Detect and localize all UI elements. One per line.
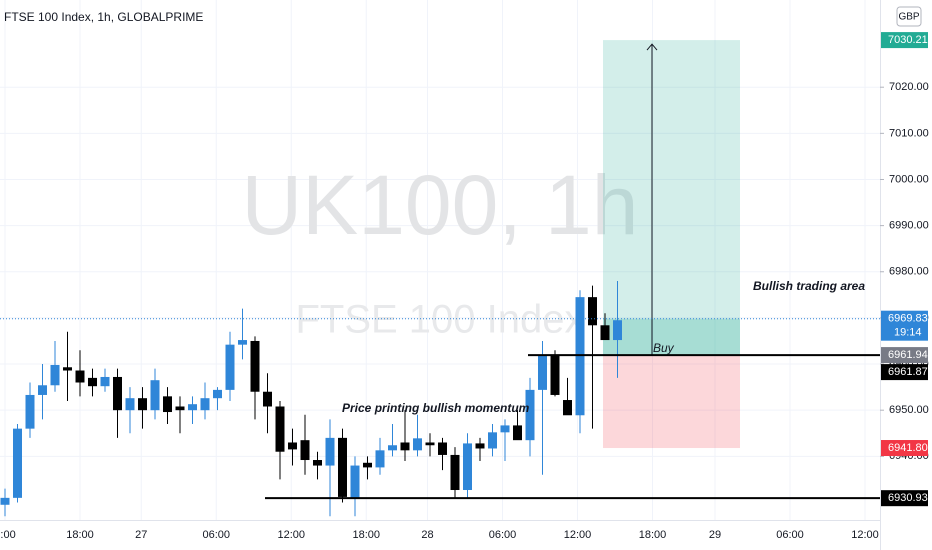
candle-body — [475, 443, 485, 449]
candle-body — [38, 385, 47, 395]
candle-body — [350, 465, 360, 498]
price-label-box — [881, 440, 928, 457]
candle-body — [150, 380, 160, 411]
candle-body — [163, 396, 172, 413]
candle-body — [300, 440, 310, 461]
candle-body — [488, 432, 497, 449]
profit-zone-highlight — [603, 318, 740, 356]
candle-body — [375, 450, 385, 468]
y-tick-label: 6950.00 — [889, 404, 929, 416]
candle-body — [13, 428, 22, 498]
candle-body — [50, 364, 60, 386]
candle-body — [438, 442, 447, 455]
price-axis — [880, 0, 932, 550]
countdown: 19:14 — [894, 327, 922, 339]
price-label-box — [881, 32, 928, 49]
candle-body — [525, 389, 535, 441]
candle-body — [563, 400, 572, 416]
annotation: Bullish trading area — [753, 279, 865, 293]
x-tick-label: 06:00 — [776, 529, 804, 541]
x-tick-label: 27 — [135, 529, 147, 541]
x-tick-label: 18:00 — [352, 529, 380, 541]
candle-body — [200, 398, 210, 411]
x-tick-label: 12:00 — [277, 529, 305, 541]
y-tick-label: 6990.00 — [889, 220, 929, 232]
candle-body — [325, 437, 335, 466]
candle-body — [263, 391, 272, 407]
watermark: UK100, 1h — [242, 158, 639, 252]
candle-body — [225, 344, 235, 390]
candle-body — [275, 406, 285, 452]
x-tick-label: 06:00 — [202, 529, 230, 541]
candle-body — [513, 425, 522, 441]
candle-body — [388, 445, 397, 451]
y-tick-label: 6980.00 — [889, 266, 929, 278]
currency: GBP — [898, 12, 919, 23]
x-tick-label: 2:00 — [0, 529, 16, 541]
candle-body — [538, 354, 547, 390]
candle-body — [113, 376, 122, 411]
candle-body — [63, 367, 72, 371]
annotation: Price printing bullish momentum — [342, 401, 530, 415]
candle-body — [600, 325, 610, 341]
x-tick-label: 28 — [421, 529, 433, 541]
candle-body — [575, 297, 585, 416]
annotation: Buy — [653, 341, 675, 355]
x-tick-label: 29 — [709, 529, 721, 541]
x-tick-label: 12:00 — [851, 529, 879, 541]
candle-body — [213, 389, 222, 399]
candle-body — [313, 460, 322, 466]
candle-body — [588, 297, 597, 326]
chart-title: FTSE 100 Index, 1h, GLOBALPRIME — [4, 10, 203, 24]
currency-box[interactable] — [896, 6, 922, 27]
y-tick-label: 7000.00 — [889, 173, 929, 185]
price-label: 6969.83 — [888, 313, 928, 325]
candle-body — [250, 340, 260, 392]
arrow-head — [646, 43, 658, 51]
candle-body — [175, 406, 185, 411]
x-tick-label: 06:00 — [489, 529, 517, 541]
candle-body — [425, 442, 435, 446]
x-tick-label: 18:00 — [639, 529, 667, 541]
candle-body — [500, 425, 510, 433]
x-tick-label: 12:00 — [564, 529, 592, 541]
time-axis — [0, 520, 880, 550]
candle-body — [400, 442, 410, 451]
candle-body — [363, 462, 372, 468]
price-label: 6930.93 — [888, 492, 928, 504]
candle-body — [238, 340, 247, 345]
candle-body — [463, 443, 472, 491]
price-label-box — [881, 347, 928, 364]
loss-zone — [603, 355, 740, 449]
candle-body — [75, 370, 85, 383]
candle-body — [100, 376, 110, 387]
candle-body — [413, 438, 422, 451]
price-label: 7030.21 — [888, 34, 928, 46]
price-label-box — [881, 310, 928, 341]
x-tick-label: 18:00 — [66, 529, 94, 541]
candle-body — [125, 398, 135, 411]
y-tick-label: 7010.00 — [889, 127, 929, 139]
candle-body — [613, 320, 622, 341]
candle-body — [450, 454, 460, 491]
candle-body — [338, 437, 347, 497]
watermark-subtitle: FTSE 100 Index — [295, 298, 584, 342]
candle-body — [0, 497, 10, 505]
candle-body — [288, 442, 297, 450]
profit-zone — [603, 40, 740, 356]
price-label-box — [881, 364, 928, 381]
candle-body — [138, 398, 147, 411]
candle-body — [25, 394, 35, 429]
price-label-box — [881, 490, 928, 507]
price-label: 6961.94 — [888, 349, 928, 361]
price-label: 6961.87 — [888, 366, 928, 378]
candle-body — [188, 404, 197, 411]
candle-body — [88, 377, 97, 387]
candle-body — [550, 354, 560, 395]
price-label: 6941.80 — [888, 442, 928, 454]
y-tick-label: 7020.00 — [889, 81, 929, 93]
